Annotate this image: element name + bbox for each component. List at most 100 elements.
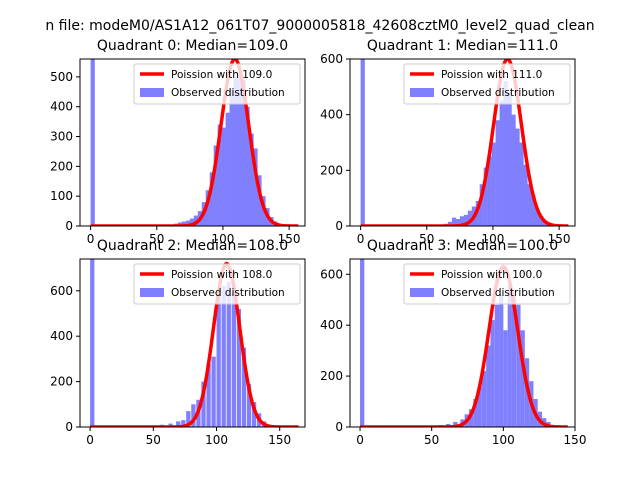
hist-bar [511,114,516,226]
legend-label-hist: Observed distribution [171,287,285,299]
hist-bar [360,59,365,226]
hist-bar [233,76,238,226]
y-tick-label: 300 [50,130,73,144]
y-tick-label: 0 [335,219,343,233]
chart-legend: Poission with 100.0 Observed distribution [403,263,571,305]
x-tick-label: 0 [87,232,95,246]
hist-bar [201,381,206,427]
plot-area [360,259,568,427]
legend-box [403,263,571,305]
chart-title: Quadrant 2: Median=108.0 [97,238,288,254]
chart-title: Quadrant 1: Median=111.0 [367,38,558,54]
hist-bar [90,259,95,427]
hist-bar [499,294,504,427]
legend-bar-swatch [140,88,164,97]
hist-bar [453,421,458,427]
axes-frame [79,258,306,428]
hist-bar [360,259,365,427]
x-tick-label: 0 [357,232,365,246]
chart-panel-0: 0 50 100 150 0 100 200 300 400 500 Quadrant 0: Med… [50,38,306,246]
hist-bar [245,106,250,226]
hist-bar [516,304,521,427]
hist-bar [253,148,258,226]
hist-bar [455,219,461,226]
legend-label-hist: Observed distribution [171,87,285,99]
x-tick-label: 50 [149,232,164,246]
x-tick-label: 100 [492,433,515,447]
plot-area [90,59,299,226]
hist-bar [246,383,252,427]
chart-title: Quadrant 0: Median=109.0 [97,38,288,54]
hist-bar [479,184,484,226]
x-tick-label: 50 [146,433,161,447]
legend-box [133,263,301,305]
x-tick-label: 150 [278,232,301,246]
hist-bar [511,294,517,427]
hist-bar [490,320,495,427]
chart-title: Quadrant 3: Median=100.0 [367,238,558,254]
plot-area [90,259,299,427]
hist-bar [531,195,536,226]
hist-bar [468,409,474,427]
hist-bar [467,210,473,226]
y-tick-label: 200 [320,163,343,177]
hist-bar [209,172,214,226]
legend-box [133,63,301,105]
hist-bar [231,293,236,427]
hist-bar [221,127,226,226]
hist-bar [181,420,186,427]
hist-bar [226,281,231,427]
legend-bar-swatch [140,288,164,297]
chart-legend: Poission with 109.0 Observed distribution [133,63,301,105]
hist-bar [494,304,500,427]
legend-label-fit: Poission with 109.0 [171,69,272,81]
hist-bar [499,100,504,226]
x-tick-label: 50 [424,433,439,447]
axes-frame [79,58,306,227]
hist-bar [483,167,488,226]
hist-bar [519,142,524,226]
legend-label-fit: Poission with 108.0 [171,269,272,281]
hist-bar [481,371,487,427]
chart-legend: Poission with 111.0 Observed distribution [403,63,571,105]
hist-bar [527,184,532,226]
hist-bar [186,411,191,427]
legend-label-fit: Poission with 100.0 [441,269,542,281]
hist-bar [221,286,226,427]
hist-bar [463,214,469,226]
hist-bar [216,295,221,427]
hist-bar [205,190,210,226]
hist-bar [206,363,211,427]
x-tick-label: 150 [564,433,587,447]
hist-bar [515,128,520,226]
hist-bar [475,200,480,226]
hist-bar [520,330,525,427]
hist-bar [447,221,453,226]
hist-bar [507,92,512,226]
y-tick-label: 200 [50,375,73,389]
chart-panel-3: 0 50 100 150 0 200 400 600 Quadrant 3: Median=10… [320,238,586,447]
x-tick-label: 100 [481,232,504,246]
hist-bar [176,421,181,427]
poisson-fit-line [360,264,568,427]
figure-suptitle: n file: modeM0/AS1A12_061T07_9000005818_… [45,18,594,34]
y-tick-label: 0 [65,219,73,233]
hist-bar [491,142,496,226]
hist-bar [257,175,262,226]
legend-label-fit: Poission with 111.0 [441,69,542,81]
legend-bar-swatch [410,288,434,297]
chart-panel-1: 0 50 100 150 0 200 400 600 Quadrant 1: Median=11… [320,38,576,246]
hist-bar [539,216,544,226]
y-tick-label: 0 [335,420,343,434]
axes-frame [349,58,576,227]
x-tick-label: 0 [356,433,364,447]
hist-bar [189,218,195,226]
chart-legend: Poission with 108.0 Observed distribution [133,263,301,305]
x-tick-label: 150 [548,232,571,246]
x-tick-label: 150 [268,433,291,447]
hist-bar [477,386,482,427]
hist-bar [185,220,191,226]
hist-bar [191,404,196,427]
